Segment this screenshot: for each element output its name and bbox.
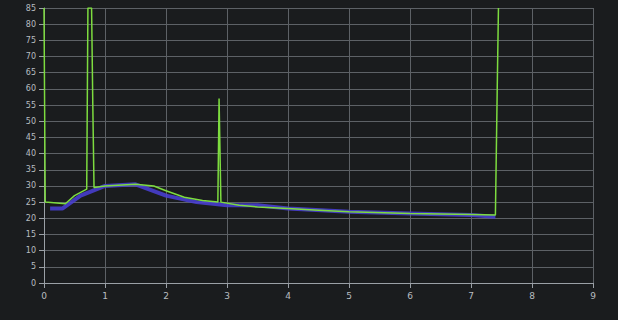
- svg-text:8: 8: [529, 291, 535, 301]
- svg-text:4: 4: [285, 291, 291, 301]
- svg-text:10: 10: [26, 246, 36, 255]
- svg-text:0: 0: [31, 279, 36, 288]
- svg-text:3: 3: [224, 291, 230, 301]
- svg-text:50: 50: [26, 117, 36, 126]
- svg-text:5: 5: [346, 291, 352, 301]
- svg-text:40: 40: [26, 149, 36, 158]
- svg-text:70: 70: [26, 52, 36, 61]
- svg-text:5: 5: [31, 262, 36, 271]
- svg-text:65: 65: [26, 68, 36, 77]
- svg-text:80: 80: [26, 20, 36, 29]
- svg-text:2: 2: [163, 291, 169, 301]
- svg-text:55: 55: [26, 101, 36, 110]
- svg-text:1: 1: [102, 291, 108, 301]
- svg-text:60: 60: [26, 84, 36, 93]
- svg-text:0: 0: [41, 291, 47, 301]
- svg-text:85: 85: [26, 4, 36, 13]
- svg-text:25: 25: [26, 198, 36, 207]
- svg-text:20: 20: [26, 214, 36, 223]
- svg-text:30: 30: [26, 181, 36, 190]
- svg-text:15: 15: [26, 230, 36, 239]
- svg-text:6: 6: [407, 291, 413, 301]
- svg-text:45: 45: [26, 133, 36, 142]
- svg-text:9: 9: [590, 291, 596, 301]
- svg-text:35: 35: [26, 165, 36, 174]
- svg-text:7: 7: [468, 291, 474, 301]
- svg-text:75: 75: [26, 36, 36, 45]
